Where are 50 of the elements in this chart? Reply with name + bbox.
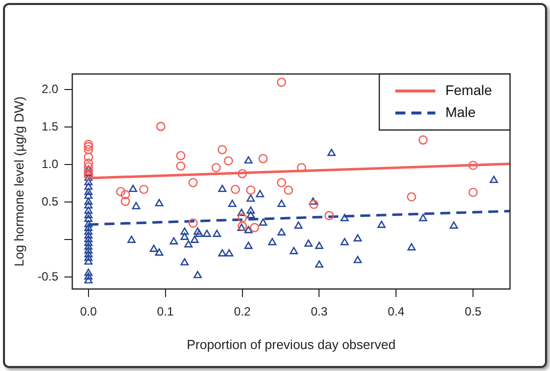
point (418, 135, 428, 145)
y-tick-label: -0.5 (38, 269, 59, 284)
y-tick-label: 1.5 (42, 120, 59, 134)
x-tick-label: 0.5 (464, 304, 482, 319)
point (84, 145, 94, 154)
point (176, 151, 186, 160)
x-tick-label: 0.1 (157, 304, 174, 319)
legend-label: Female (445, 82, 492, 98)
y-tick-label: 2.0 (42, 82, 59, 96)
point (211, 162, 221, 172)
point (224, 156, 234, 166)
x-tick-label: 0.0 (80, 304, 98, 319)
y-axis-title: Log hormone level (µg/g DW) (11, 96, 26, 267)
x-tick-label: 0.4 (388, 304, 405, 319)
point (230, 184, 240, 194)
point (116, 186, 126, 196)
point (120, 196, 130, 206)
point (84, 162, 94, 172)
point (276, 178, 286, 188)
point (406, 192, 416, 202)
point (468, 160, 478, 170)
point (84, 142, 94, 152)
point (250, 222, 260, 232)
point (120, 190, 130, 200)
x-tick-label: 0.2 (234, 304, 251, 319)
point (139, 184, 148, 194)
x-tick-label: 0.3 (310, 304, 328, 319)
point (238, 168, 247, 178)
point (246, 185, 256, 195)
point (84, 152, 94, 162)
point (309, 200, 318, 209)
point (258, 154, 268, 164)
point (276, 78, 286, 87)
point (84, 158, 94, 168)
y-tick-label: 1.0 (42, 156, 59, 171)
point (84, 140, 94, 150)
x-axis-title: Proportion of previous day observed (186, 336, 396, 352)
point (156, 122, 166, 132)
point (296, 162, 306, 172)
point (284, 185, 294, 195)
point (218, 145, 227, 154)
point (188, 218, 198, 228)
point (324, 210, 334, 220)
y-tick-label: 0.5 (42, 194, 59, 208)
point (188, 178, 198, 188)
legend-label: Male (445, 104, 476, 120)
point (176, 161, 186, 171)
point (238, 213, 247, 222)
point (84, 166, 94, 176)
point (468, 188, 478, 198)
